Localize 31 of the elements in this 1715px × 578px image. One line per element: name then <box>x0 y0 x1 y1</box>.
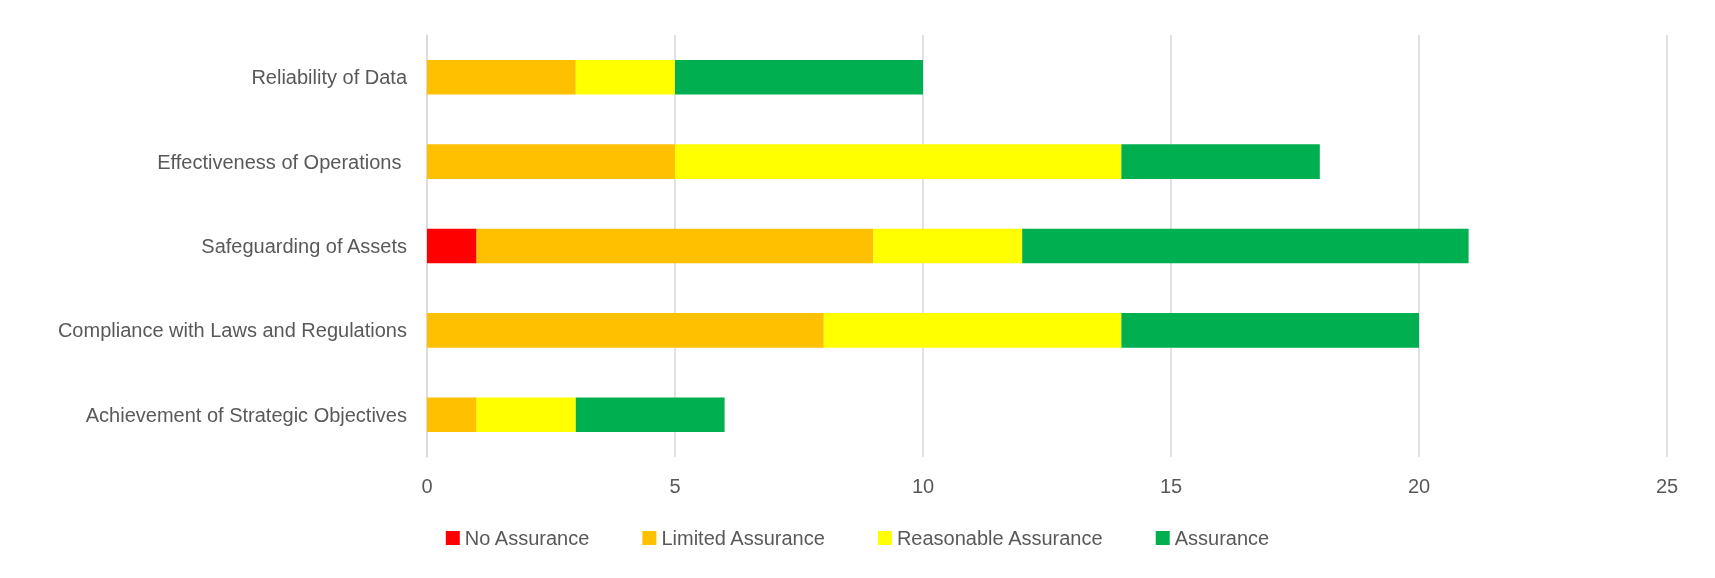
legend-label: Reasonable Assurance <box>896 527 1103 549</box>
bar <box>1121 144 1320 179</box>
legend-label: No Assurance <box>464 527 590 549</box>
bar <box>823 313 1122 348</box>
x-tick-label: 20 <box>1407 475 1431 497</box>
y-tick-label: Reliability of Data <box>251 66 408 89</box>
y-tick-label: Achievement of Strategic Objectives <box>85 403 407 426</box>
y-tick-label: Safeguarding of Assets <box>201 235 407 257</box>
x-tick-label: 10 <box>911 475 935 497</box>
bar <box>427 144 675 179</box>
bar <box>476 397 576 433</box>
legend-label: Assurance <box>1174 527 1270 549</box>
x-tick-label: 5 <box>669 475 681 497</box>
bar <box>575 397 725 433</box>
bar <box>575 59 675 95</box>
bar <box>427 313 824 348</box>
x-tick-label: 0 <box>421 475 433 497</box>
bar <box>1121 313 1419 348</box>
y-tick-label: Compliance with Laws and Regulations <box>57 319 407 342</box>
x-tick-label: 15 <box>1159 475 1183 497</box>
legend-label: Limited Assurance <box>661 527 825 549</box>
bar <box>476 228 874 264</box>
bar <box>1022 228 1469 264</box>
bar <box>427 228 477 264</box>
y-tick-label: Effectiveness of Operations <box>157 150 407 173</box>
bar <box>873 228 1023 264</box>
bar <box>427 397 477 433</box>
bar <box>427 59 576 95</box>
x-tick-label: 25 <box>1655 475 1679 497</box>
bar <box>675 144 1122 179</box>
bar <box>675 59 923 95</box>
